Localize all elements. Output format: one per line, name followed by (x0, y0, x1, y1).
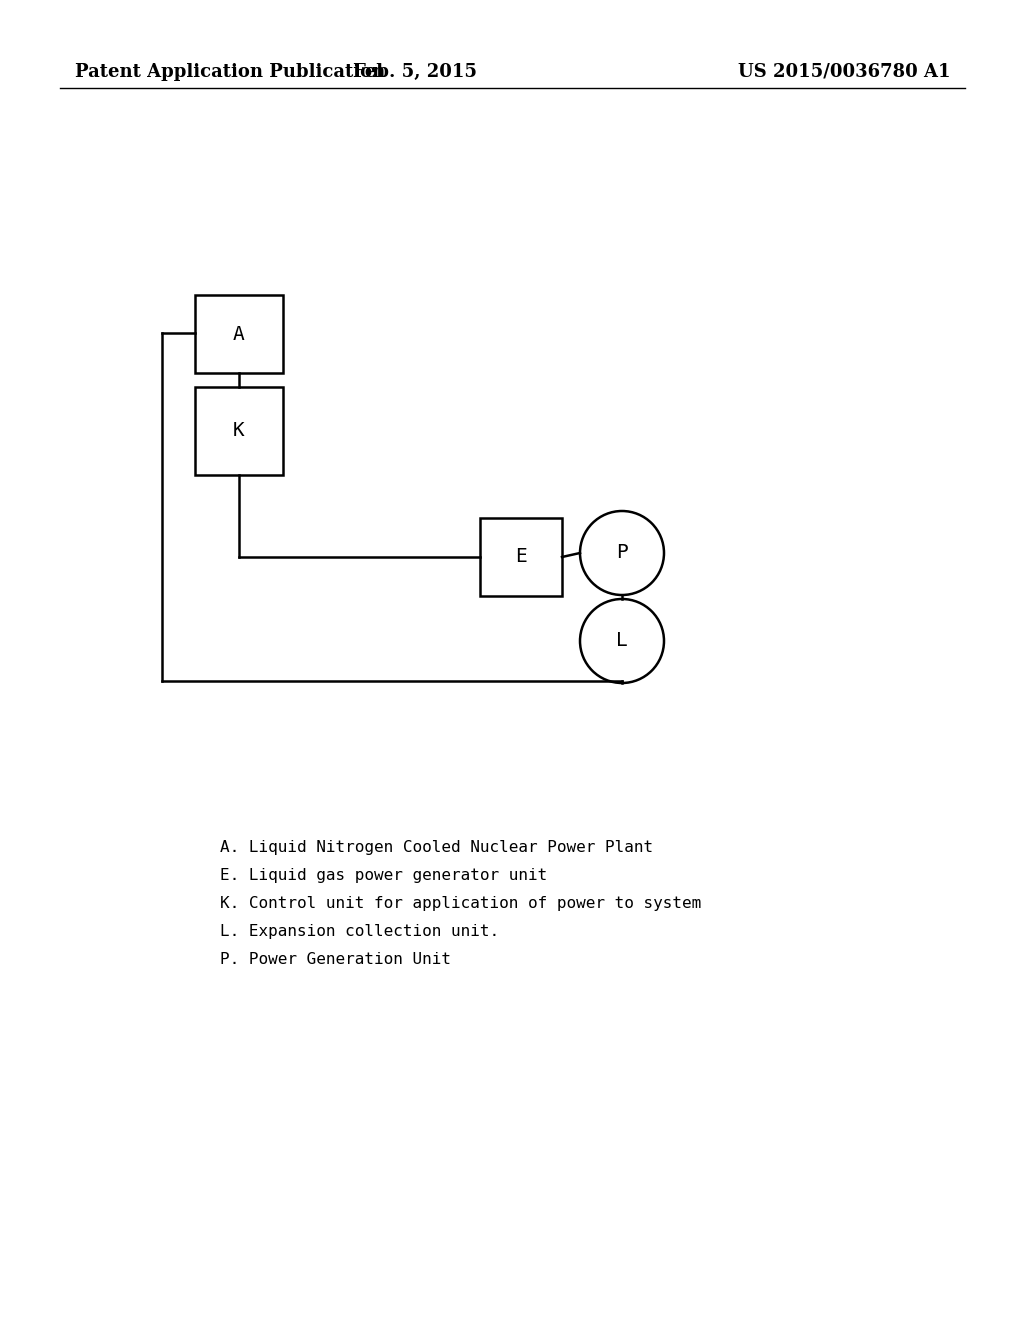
Text: P: P (616, 544, 628, 562)
Bar (480, 517, 562, 597)
Text: Patent Application Publication: Patent Application Publication (75, 63, 385, 81)
Text: A. Liquid Nitrogen Cooled Nuclear Power Plant: A. Liquid Nitrogen Cooled Nuclear Power … (220, 840, 653, 855)
Circle shape (580, 511, 664, 595)
Text: L: L (616, 631, 628, 651)
Text: E: E (515, 548, 527, 566)
Bar (195, 294, 283, 374)
Text: A: A (233, 325, 245, 343)
Text: K: K (233, 421, 245, 441)
Bar (195, 387, 283, 475)
Text: US 2015/0036780 A1: US 2015/0036780 A1 (737, 63, 950, 81)
Text: P. Power Generation Unit: P. Power Generation Unit (220, 952, 451, 968)
Text: K. Control unit for application of power to system: K. Control unit for application of power… (220, 896, 701, 911)
Text: L. Expansion collection unit.: L. Expansion collection unit. (220, 924, 499, 939)
Circle shape (580, 599, 664, 682)
Text: E. Liquid gas power generator unit: E. Liquid gas power generator unit (220, 869, 547, 883)
Text: Feb. 5, 2015: Feb. 5, 2015 (353, 63, 477, 81)
